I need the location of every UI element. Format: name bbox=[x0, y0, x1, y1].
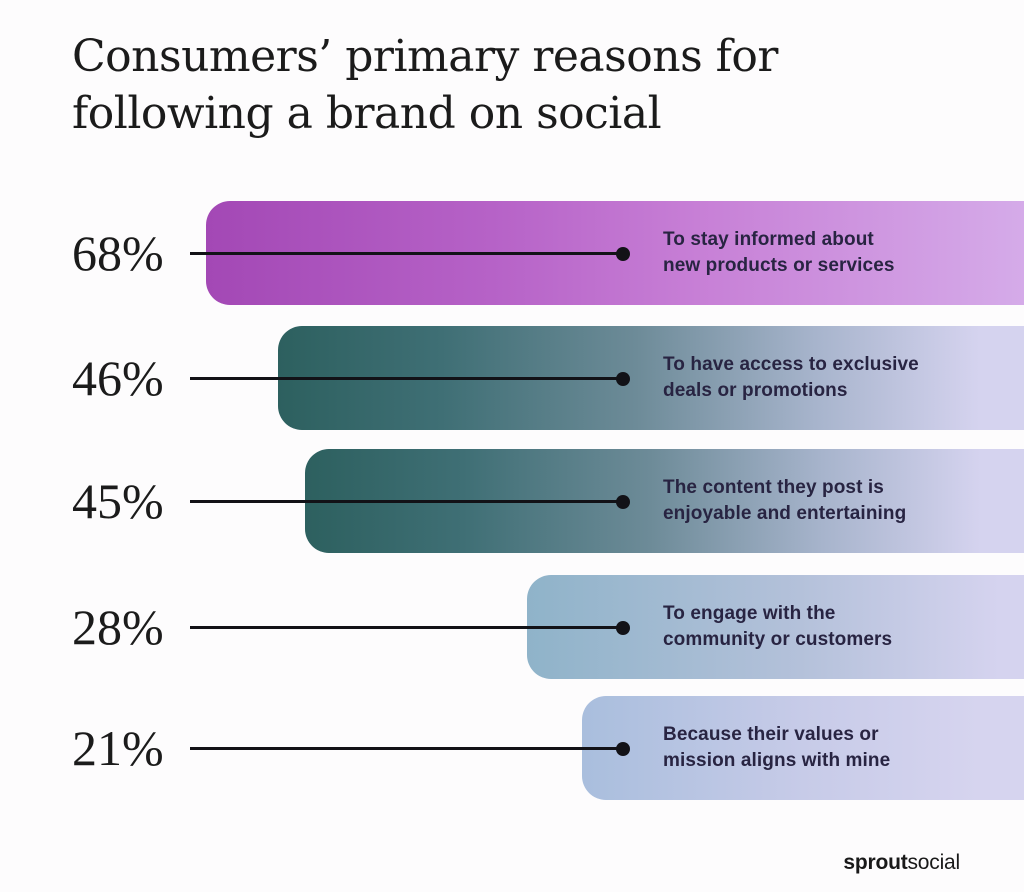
bar-caption-line2: mission aligns with mine bbox=[663, 750, 891, 771]
brand-logo: sproutsocial bbox=[843, 851, 960, 875]
leader-line bbox=[190, 620, 630, 635]
bar-value-label: 28% bbox=[72, 599, 164, 655]
chart-title: Consumers’ primary reasons for following… bbox=[72, 28, 778, 142]
chart-title-line1: Consumers’ primary reasons for bbox=[72, 31, 778, 82]
brand-logo-social: social bbox=[907, 851, 961, 874]
leader-dot-icon bbox=[616, 246, 630, 261]
bar-caption-line1: To have access to exclusive bbox=[663, 354, 919, 375]
bar-caption: To stay informed about new products or s… bbox=[663, 227, 895, 279]
bar-row: 21% Because their values or mission alig… bbox=[0, 696, 1024, 800]
bar-caption-line1: To stay informed about bbox=[663, 229, 874, 250]
bar-value-label: 21% bbox=[72, 720, 164, 776]
leader-dot-icon bbox=[616, 741, 630, 756]
bar-row: 68% To stay informed about new products … bbox=[0, 201, 1024, 305]
bar-caption-line2: new products or services bbox=[663, 255, 895, 276]
bar-caption-line2: deals or promotions bbox=[663, 380, 848, 401]
leader-line bbox=[190, 494, 630, 509]
bar-row: 45% The content they post is enjoyable a… bbox=[0, 449, 1024, 553]
leader-line bbox=[190, 741, 630, 756]
bar-caption: To engage with the community or customer… bbox=[663, 601, 892, 653]
leader-line bbox=[190, 246, 630, 261]
bar-caption-line1: To engage with the bbox=[663, 603, 836, 624]
leader-dot-icon bbox=[616, 371, 630, 386]
bar-caption-line1: Because their values or bbox=[663, 724, 879, 745]
chart-title-line2: following a brand on social bbox=[72, 88, 662, 139]
bar-caption: To have access to exclusive deals or pro… bbox=[663, 352, 919, 404]
bar-caption-line2: community or customers bbox=[663, 629, 893, 650]
leader-dot-icon bbox=[616, 620, 630, 635]
bar-caption-line2: enjoyable and entertaining bbox=[663, 503, 907, 524]
leader-dot-icon bbox=[616, 494, 630, 509]
bar-caption: Because their values or mission aligns w… bbox=[663, 722, 890, 774]
bar-row: 28% To engage with the community or cust… bbox=[0, 575, 1024, 679]
leader-line bbox=[190, 371, 630, 386]
bar-value-label: 45% bbox=[72, 473, 164, 529]
bar-caption: The content they post is enjoyable and e… bbox=[663, 475, 906, 527]
bar-value-label: 46% bbox=[72, 350, 164, 406]
bar-caption-line1: The content they post is bbox=[663, 477, 884, 498]
bar-row: 46% To have access to exclusive deals or… bbox=[0, 326, 1024, 430]
bar-segment bbox=[582, 696, 1024, 800]
bar-value-label: 68% bbox=[72, 225, 164, 281]
brand-logo-sprout: sprout bbox=[843, 851, 908, 874]
